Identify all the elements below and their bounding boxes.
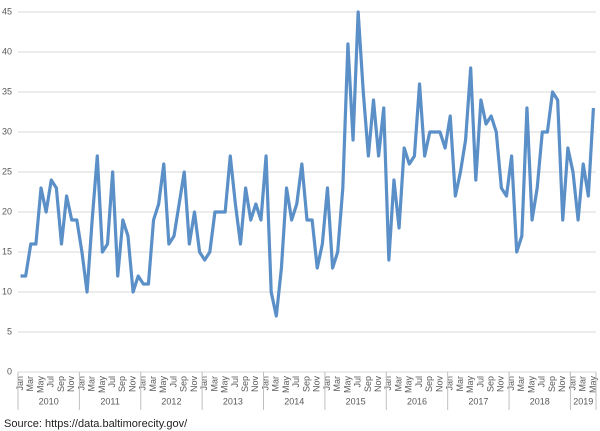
- year-label: 2014: [284, 396, 304, 406]
- year-label: 2012: [161, 396, 181, 406]
- x-tick-label: Jan: [138, 376, 148, 391]
- x-tick-label: Mar: [516, 376, 526, 392]
- x-tick-label: Sep: [240, 376, 250, 392]
- x-tick-label: Nov: [66, 376, 76, 393]
- x-tick-label: Sep: [547, 376, 557, 392]
- y-tick-label: 20: [2, 206, 12, 216]
- x-tick-label: Jan: [76, 376, 86, 391]
- year-label: 2013: [223, 396, 243, 406]
- x-tick-label: Mar: [209, 376, 219, 392]
- year-label: 2016: [407, 396, 427, 406]
- x-tick-label: Nov: [127, 376, 137, 393]
- x-tick-label: May: [526, 376, 536, 394]
- x-tick-label: Jan: [506, 376, 516, 391]
- x-tick-label: Jan: [199, 376, 209, 391]
- y-tick-label: 0: [7, 366, 12, 376]
- y-tick-label: 25: [2, 166, 12, 176]
- x-tick-label: May: [404, 376, 414, 394]
- x-tick-label: Sep: [179, 376, 189, 392]
- x-tick-label: Nov: [312, 376, 322, 393]
- y-tick-label: 40: [2, 46, 12, 56]
- y-tick-label: 5: [7, 326, 12, 336]
- x-tick-label: May: [158, 376, 168, 394]
- year-label: 2015: [346, 396, 366, 406]
- x-tick-label: May: [342, 376, 352, 394]
- x-tick-label: Jul: [46, 376, 56, 388]
- x-tick-label: May: [465, 376, 475, 394]
- x-tick-label: Mar: [25, 376, 35, 392]
- x-tick-label: Sep: [486, 376, 496, 392]
- x-tick-label: Mar: [578, 376, 588, 392]
- y-tick-label: 10: [2, 286, 12, 296]
- x-tick-label: Jan: [322, 376, 332, 391]
- x-tick-label: Sep: [363, 376, 373, 392]
- x-tick-label: Jan: [15, 376, 25, 391]
- x-tick-label: Nov: [250, 376, 260, 393]
- x-tick-label: Jul: [230, 376, 240, 388]
- x-tick-label: May: [588, 376, 598, 394]
- x-tick-label: Sep: [424, 376, 434, 392]
- x-tick-label: Nov: [557, 376, 567, 393]
- source-note: Source: https://data.baltimorecity.gov/: [4, 418, 188, 430]
- data-line: [20, 10, 596, 318]
- y-tick-label: 15: [2, 246, 12, 256]
- x-tick-label: Sep: [117, 376, 127, 392]
- x-tick-label: Mar: [148, 376, 158, 392]
- year-label: 2010: [39, 396, 59, 406]
- x-tick-label: Nov: [434, 376, 444, 393]
- x-tick-label: Jan: [383, 376, 393, 391]
- y-tick-label: 30: [2, 126, 12, 136]
- y-tick-label: 35: [2, 86, 12, 96]
- x-tick-label: Mar: [455, 376, 465, 392]
- x-tick-label: Jul: [537, 376, 547, 388]
- x-tick-label: Jul: [168, 376, 178, 388]
- x-tick-label: Jul: [291, 376, 301, 388]
- x-tick-label: May: [220, 376, 230, 394]
- year-label: 2017: [468, 396, 488, 406]
- x-tick-label: May: [97, 376, 107, 394]
- x-tick-label: Nov: [373, 376, 383, 393]
- x-tick-label: Jul: [107, 376, 117, 388]
- x-tick-label: Mar: [332, 376, 342, 392]
- year-label: 2019: [573, 396, 593, 406]
- x-tick-label: Jul: [475, 376, 485, 388]
- x-tick-label: Jul: [414, 376, 424, 388]
- x-tick-label: Sep: [56, 376, 66, 392]
- x-tick-label: Nov: [189, 376, 199, 393]
- x-tick-label: Mar: [271, 376, 281, 392]
- x-tick-label: Sep: [301, 376, 311, 392]
- x-tick-label: May: [281, 376, 291, 394]
- y-tick-label: 45: [2, 6, 12, 16]
- x-tick-label: Mar: [87, 376, 97, 392]
- x-tick-label: Jan: [260, 376, 270, 391]
- x-tick-label: Jan: [567, 376, 577, 391]
- x-tick-label: Nov: [496, 376, 506, 393]
- x-tick-label: Jul: [353, 376, 363, 388]
- year-label: 2018: [530, 396, 550, 406]
- x-tick-label: Mar: [393, 376, 403, 392]
- year-label: 2011: [100, 396, 119, 406]
- x-tick-label: May: [35, 376, 45, 394]
- x-tick-label: Jan: [445, 376, 455, 391]
